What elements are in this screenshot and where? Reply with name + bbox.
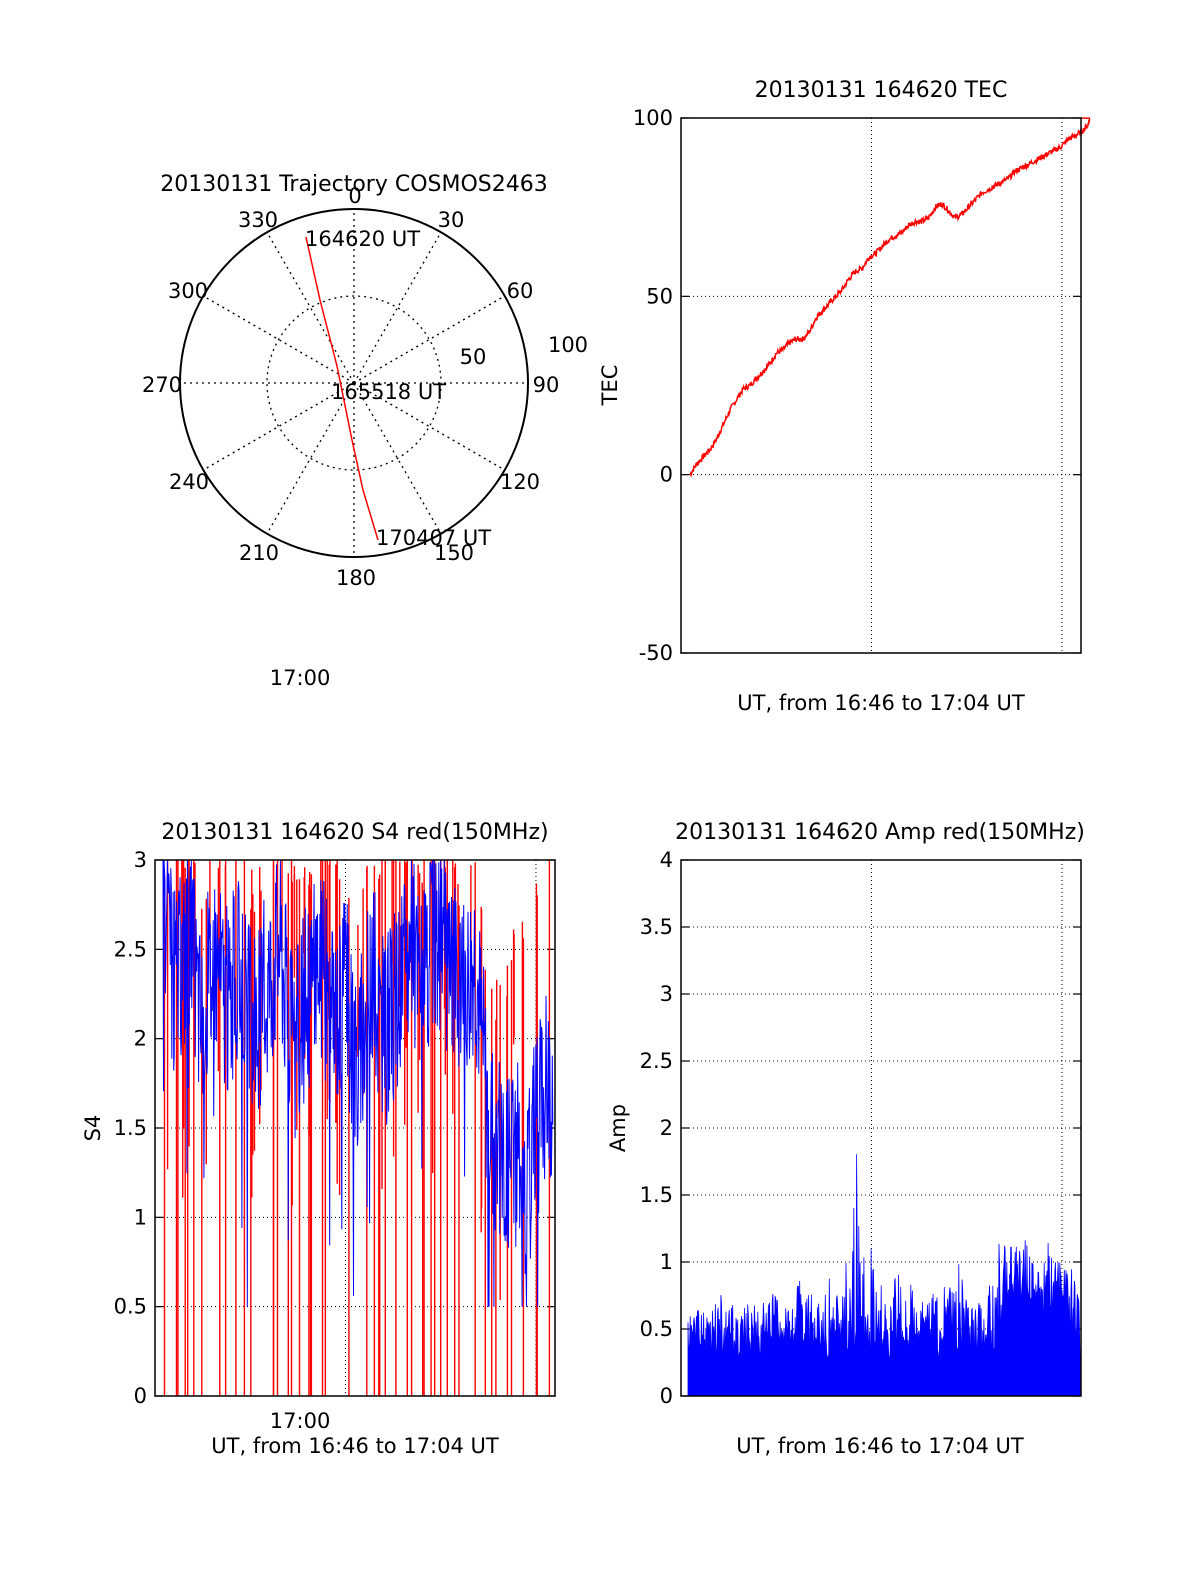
s4-blue-line (162, 859, 554, 1307)
polar-grid-spoke (202, 382, 355, 471)
amp-xlabel: UT, from 16:46 to 17:04 UT (736, 1434, 1024, 1458)
y-tick-label: 3 (134, 848, 147, 872)
y-tick-label: 0 (660, 1384, 673, 1408)
tec-title: 20130131 164620 TEC (755, 78, 1008, 103)
y-tick-label: 100 (633, 106, 673, 130)
y-tick-label: 2 (134, 1027, 147, 1051)
polar-azimuth-label: 180 (336, 566, 376, 590)
polar-grid-spoke (353, 295, 506, 384)
amp-y-tick-labels: 0 0.5 1 1.5 2 2.5 3 3.5 4 (640, 848, 673, 1408)
y-tick-label: 0 (660, 463, 673, 487)
amp-series-fill (687, 1154, 1082, 1397)
s4-blue-series (162, 859, 554, 1307)
x-tick-label: 17:00 (270, 666, 331, 690)
y-tick-label: 0.5 (114, 1295, 147, 1319)
x-tick-label: 17:00 (270, 1409, 331, 1433)
polar-radial-labels: 50 100 (460, 333, 588, 369)
tec-x-tick-labels: 17:00 (270, 666, 331, 690)
polar-title: 20130131 Trajectory COSMOS2463 (160, 172, 547, 197)
amp-plot-frame (680, 859, 1082, 1397)
polar-azimuth-label: 330 (238, 208, 278, 232)
polar-grid-spoke (266, 382, 355, 535)
amp-x-tick-labels: 17:00 (270, 1409, 331, 1433)
tec-y-tick-labels: -50 0 50 100 (633, 106, 673, 665)
s4-title: 20130131 164620 S4 red(150MHz) (161, 820, 548, 845)
y-tick-label: -50 (639, 641, 673, 665)
trajectory-mid-label: 165518 UT (331, 380, 446, 404)
polar-radial-label: 50 (460, 345, 487, 369)
polar-azimuth-label: 30 (438, 208, 465, 232)
polar-azimuth-label: 240 (169, 470, 209, 494)
y-tick-label: 2 (660, 1116, 673, 1140)
polar-azimuth-label: 150 (434, 541, 474, 565)
amp-ylabel: Amp (606, 1104, 630, 1152)
y-tick-label: 3.5 (640, 915, 673, 939)
y-tick-label: 0 (134, 1384, 147, 1408)
polar-panel: 20130131 Trajectory COSMOS2463 0 30 60 90 12… (142, 172, 588, 590)
polar-azimuth-label: 120 (500, 470, 540, 494)
y-tick-label: 50 (646, 284, 673, 308)
tec-ylabel: TEC (598, 365, 622, 407)
polar-grid-circle (266, 295, 442, 471)
polar-azimuth-label: 60 (507, 279, 534, 303)
polar-grid-spoke (266, 231, 355, 384)
polar-azimuth-label: 90 (533, 373, 560, 397)
polar-azimuth-label: 0 (348, 184, 361, 208)
polar-azimuth-label: 270 (142, 373, 182, 397)
y-tick-label: 1 (660, 1250, 673, 1274)
polar-grid-spoke (202, 295, 355, 384)
trajectory-line (305, 236, 379, 541)
tec-series-line (689, 117, 1091, 478)
s4-y-tick-labels: 0 0.5 1 1.5 2 2.5 3 (114, 848, 147, 1408)
polar-grid (180, 209, 528, 557)
y-tick-label: 1.5 (114, 1116, 147, 1140)
y-tick-label: 2.5 (640, 1049, 673, 1073)
s4-panel: 20130131 164620 S4 red(150MHz) 0 0.5 1 1.5 2… (81, 820, 556, 1458)
s4-xlabel: UT, from 16:46 to 17:04 UT (211, 1434, 499, 1458)
amp-panel: 20130131 164620 Amp red(150MHz) 0 0.5 1 1.5… (270, 820, 1085, 1458)
polar-azimuth-label: 210 (239, 541, 279, 565)
y-tick-label: 0.5 (640, 1317, 673, 1341)
polar-azimuth-label: 300 (168, 279, 208, 303)
y-tick-label: 1 (134, 1205, 147, 1229)
s4-ylabel: S4 (81, 1115, 105, 1142)
polar-grid-spoke (353, 382, 506, 471)
polar-grid-spoke (353, 382, 442, 535)
polar-radial-label: 100 (548, 333, 588, 357)
polar-grid-spoke (353, 231, 442, 384)
amp-series-area (687, 1154, 1082, 1397)
tec-plot-frame (680, 117, 1082, 654)
y-tick-label: 3 (660, 982, 673, 1006)
y-tick-label: 1.5 (640, 1183, 673, 1207)
amp-title: 20130131 164620 Amp red(150MHz) (675, 820, 1085, 845)
tec-grid (681, 117, 1081, 654)
s4-plot-frame (154, 859, 556, 1397)
polar-outer-circle (179, 208, 529, 558)
trajectory-end-label: 170407 UT (376, 526, 491, 550)
y-tick-label: 4 (660, 848, 673, 872)
tec-xlabel: UT, from 16:46 to 17:04 UT (737, 691, 1025, 715)
y-tick-label: 2.5 (114, 937, 147, 961)
trajectory-start-label: 164620 UT (305, 227, 420, 251)
polar-azimuth-labels: 0 30 60 90 120 150 180 210 240 270 300 330 (142, 184, 559, 590)
